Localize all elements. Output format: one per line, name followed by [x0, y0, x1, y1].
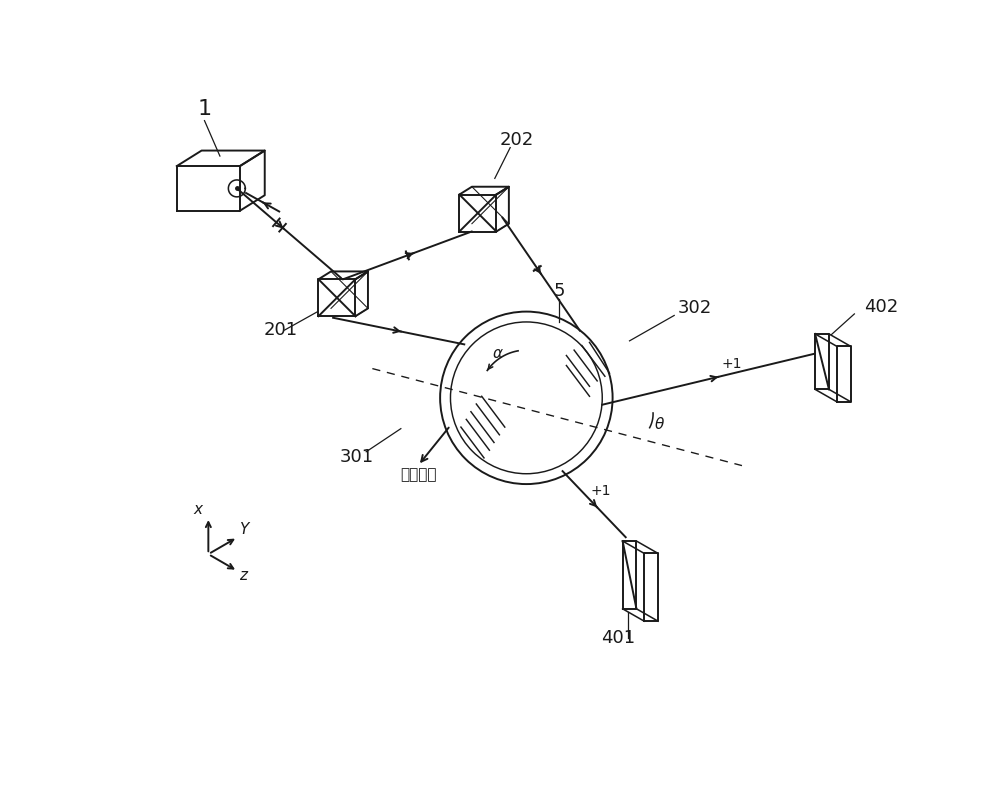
- Text: θ: θ: [655, 418, 664, 432]
- Text: 201: 201: [264, 321, 298, 338]
- Text: 301: 301: [339, 448, 373, 466]
- Text: 401: 401: [601, 629, 635, 646]
- Text: 5: 5: [553, 282, 565, 300]
- Text: α: α: [492, 346, 502, 361]
- Text: 线性运动: 线性运动: [400, 467, 436, 482]
- Text: 302: 302: [678, 299, 712, 317]
- Text: 402: 402: [864, 298, 899, 315]
- Text: 1: 1: [197, 99, 212, 119]
- Text: +1: +1: [722, 357, 742, 370]
- Text: x: x: [193, 502, 202, 517]
- Text: z: z: [239, 567, 247, 582]
- Text: Y: Y: [239, 522, 249, 537]
- Text: 202: 202: [499, 131, 534, 150]
- Text: +1: +1: [590, 484, 611, 498]
